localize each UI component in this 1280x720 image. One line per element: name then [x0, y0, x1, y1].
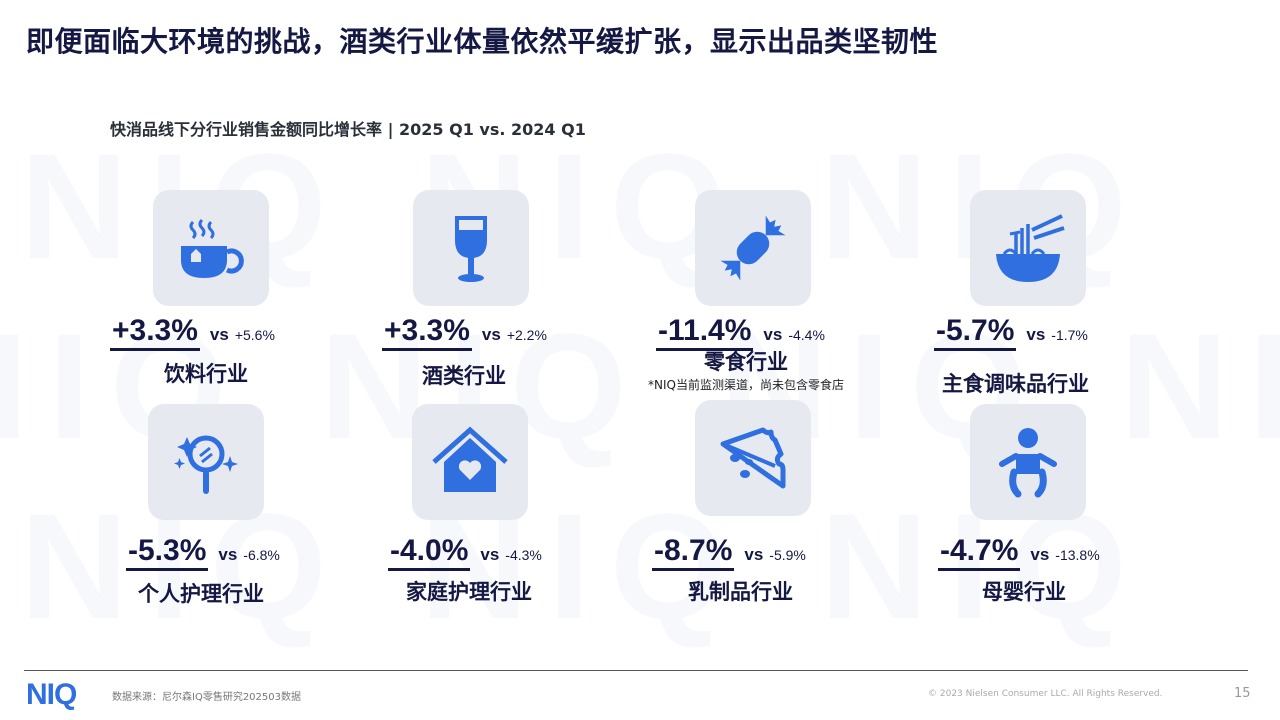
industry-card-staples: -5.7% vs -1.7% 主食调味品行业: [920, 190, 1180, 410]
prev-growth-value: -5.9%: [769, 547, 806, 563]
prev-growth-value: -13.8%: [1055, 547, 1100, 563]
data-source: 数据来源：尼尔森IQ零售研究202503数据: [112, 692, 301, 703]
growth-metric: +3.3% vs +5.6%: [110, 314, 275, 351]
icon-tile: [695, 190, 811, 306]
icon-tile: [148, 404, 264, 520]
industry-label: 乳制品行业: [688, 580, 793, 604]
industry-card-beverage: +3.3% vs +5.6% 饮料行业: [80, 190, 340, 410]
industry-label: 母婴行业: [982, 580, 1066, 604]
icon-tile: [153, 190, 269, 306]
icon-tile: [412, 404, 528, 520]
growth-metric: -5.7% vs -1.7%: [934, 314, 1088, 351]
industry-card-alcohol: +3.3% vs +2.2% 酒类行业: [350, 190, 610, 410]
vs-label: vs: [481, 325, 501, 344]
prev-growth-value: +5.6%: [234, 327, 275, 343]
footnote: *NIQ当前监测渠道，尚未包含零食店: [648, 378, 844, 392]
vs-label: vs: [209, 325, 229, 344]
industry-card-dairy: -8.7% vs -5.9% 乳制品行业: [640, 396, 900, 616]
industry-label: 酒类行业: [422, 364, 506, 388]
industry-card-home-care: -4.0% vs -4.3% 家庭护理行业: [350, 404, 610, 624]
growth-value: -8.7%: [652, 534, 735, 571]
growth-value: -4.0%: [388, 534, 471, 571]
vs-label: vs: [763, 325, 783, 344]
icon-tile: [970, 404, 1086, 520]
page-number: 15: [1234, 686, 1251, 701]
prev-growth-value: -6.8%: [243, 547, 280, 563]
growth-value: +3.3%: [382, 314, 472, 351]
icon-tile: [413, 190, 529, 306]
vs-label: vs: [744, 545, 764, 564]
tea-cup-icon: [181, 218, 244, 278]
cheese-icon: [720, 427, 786, 489]
growth-metric: -11.4% vs -4.4%: [656, 314, 825, 351]
industry-card-snacks: -11.4% vs -4.4% 零食行业 *NIQ当前监测渠道，尚未包含零食店: [640, 190, 900, 410]
industry-label: 主食调味品行业: [942, 372, 1089, 396]
growth-value: +3.3%: [110, 314, 200, 351]
industry-card-personal-care: -5.3% vs -6.8% 个人护理行业: [80, 404, 340, 624]
industry-label: 个人护理行业: [138, 582, 264, 606]
growth-value: -4.7%: [938, 534, 1021, 571]
candy-icon: [720, 215, 786, 281]
vs-label: vs: [1030, 545, 1050, 564]
growth-metric: -4.7% vs -13.8%: [938, 534, 1100, 571]
growth-metric: -5.3% vs -6.8%: [126, 534, 280, 571]
industry-label: 零食行业: [704, 350, 788, 374]
chart-subtitle: 快消品线下分行业销售金额同比增长率 | 2025 Q1 vs. 2024 Q1: [110, 120, 586, 139]
house-heart-icon: [432, 426, 508, 492]
growth-metric: -4.0% vs -4.3%: [388, 534, 542, 571]
growth-value: -11.4%: [656, 314, 754, 351]
page-title: 即便面临大环境的挑战，酒类行业体量依然平缓扩张，显示出品类坚韧性: [26, 25, 939, 58]
prev-growth-value: +2.2%: [506, 327, 547, 343]
wine-glass-icon: [455, 216, 487, 282]
niq-logo: NIQ: [26, 678, 77, 711]
prev-growth-value: -4.4%: [788, 327, 825, 343]
icon-tile: [970, 190, 1086, 306]
growth-value: -5.3%: [126, 534, 209, 571]
baby-icon: [999, 428, 1057, 498]
copyright: © 2023 Nielsen Consumer LLC. All Rights …: [928, 689, 1163, 699]
vs-label: vs: [480, 545, 500, 564]
footer-divider: [24, 670, 1248, 671]
prev-growth-value: -4.3%: [505, 547, 542, 563]
growth-metric: -8.7% vs -5.9%: [652, 534, 806, 571]
vs-label: vs: [218, 545, 238, 564]
prev-growth-value: -1.7%: [1051, 327, 1088, 343]
industry-card-mother-baby: -4.7% vs -13.8% 母婴行业: [920, 396, 1180, 616]
growth-metric: +3.3% vs +2.2%: [382, 314, 547, 351]
growth-value: -5.7%: [934, 314, 1017, 351]
noodle-bowl-icon: [996, 214, 1065, 282]
industry-label: 饮料行业: [164, 362, 248, 386]
industry-label: 家庭护理行业: [406, 580, 532, 604]
icon-tile: [695, 400, 811, 516]
sparkle-mirror-icon: [174, 435, 238, 494]
vs-label: vs: [1026, 325, 1046, 344]
